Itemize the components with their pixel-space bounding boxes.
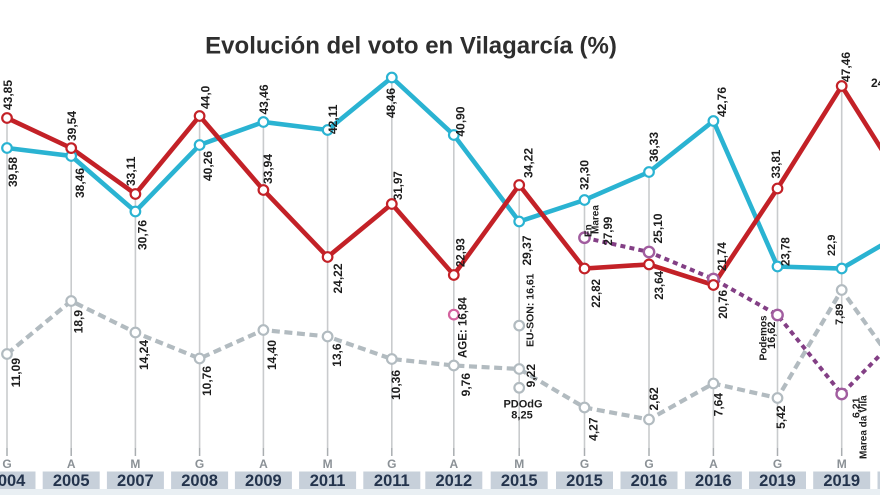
svg-text:40,26: 40,26 [201, 151, 215, 181]
svg-text:Marea: Marea [591, 205, 602, 234]
svg-text:30,76: 30,76 [136, 220, 150, 250]
svg-text:48,46: 48,46 [384, 88, 398, 118]
svg-text:G: G [195, 457, 204, 471]
svg-text:27,99: 27,99 [603, 217, 615, 246]
svg-text:44,0: 44,0 [199, 85, 213, 109]
svg-text:2009: 2009 [245, 472, 282, 490]
svg-text:6,21: 6,21 [851, 397, 863, 418]
svg-text:2005: 2005 [53, 472, 90, 490]
svg-text:2,62: 2,62 [647, 387, 661, 411]
svg-text:4,27: 4,27 [587, 417, 601, 441]
svg-text:25,10: 25,10 [651, 213, 665, 243]
svg-text:42,11: 42,11 [326, 104, 340, 134]
svg-text:22,9: 22,9 [826, 235, 838, 256]
svg-text:PDOdG: PDOdG [503, 399, 542, 411]
svg-text:24,22: 24,22 [331, 263, 345, 293]
svg-text:21,74: 21,74 [717, 242, 729, 271]
svg-text:39,54: 39,54 [65, 111, 79, 141]
svg-text:7,64: 7,64 [712, 393, 726, 417]
svg-text:2019: 2019 [759, 472, 796, 490]
svg-text:31,97: 31,97 [393, 171, 405, 200]
svg-text:40,90: 40,90 [453, 106, 467, 136]
svg-text:7,89: 7,89 [834, 304, 846, 325]
svg-text:2016: 2016 [631, 472, 668, 490]
svg-text:Evolución del voto en Vilagarc: Evolución del voto en Vilagarcía (%) [205, 33, 617, 60]
svg-text:G: G [773, 457, 782, 471]
svg-text:9,76: 9,76 [459, 373, 473, 397]
svg-text:29,37: 29,37 [520, 235, 534, 265]
svg-text:2007: 2007 [117, 472, 154, 490]
svg-text:43,46: 43,46 [257, 84, 271, 114]
svg-text:22,82: 22,82 [591, 279, 603, 308]
svg-text:M: M [130, 457, 140, 471]
svg-text:13,6: 13,6 [330, 343, 344, 367]
svg-text:2011: 2011 [310, 472, 346, 490]
svg-text:G: G [2, 457, 11, 471]
svg-text:2008: 2008 [181, 472, 218, 490]
svg-text:G: G [580, 457, 589, 471]
svg-text:24: 24 [871, 76, 880, 90]
svg-text:M: M [323, 457, 333, 471]
svg-text:47,46: 47,46 [839, 52, 853, 82]
svg-text:36,33: 36,33 [647, 132, 661, 162]
svg-text:A: A [259, 457, 268, 471]
svg-text:10,36: 10,36 [389, 370, 403, 400]
svg-text:22,93: 22,93 [456, 238, 468, 267]
svg-text:A: A [67, 457, 76, 471]
svg-text:A: A [709, 457, 718, 471]
svg-text:16,62: 16,62 [766, 321, 778, 349]
svg-text:23,64: 23,64 [654, 270, 666, 299]
svg-text:14,40: 14,40 [265, 340, 279, 370]
svg-text:2012: 2012 [435, 472, 472, 490]
svg-text:Podemos: Podemos [759, 315, 770, 360]
svg-text:34,22: 34,22 [522, 148, 536, 178]
svg-text:10,76: 10,76 [200, 366, 214, 396]
svg-text:2015: 2015 [501, 472, 538, 490]
svg-text:18,9: 18,9 [72, 310, 86, 334]
svg-text:38,46: 38,46 [73, 168, 87, 198]
svg-text:A: A [449, 457, 458, 471]
svg-text:G: G [387, 457, 396, 471]
svg-text:2004: 2004 [0, 472, 26, 490]
svg-text:33,81: 33,81 [771, 149, 783, 178]
svg-text:En: En [584, 224, 595, 237]
svg-text:42,76: 42,76 [715, 87, 729, 117]
svg-text:23,78: 23,78 [781, 237, 793, 266]
svg-text:39,58: 39,58 [6, 157, 20, 187]
svg-text:2015: 2015 [566, 472, 603, 490]
svg-text:AGE: 16,84: AGE: 16,84 [458, 297, 470, 358]
svg-text:14,24: 14,24 [137, 340, 151, 370]
svg-text:11,09: 11,09 [9, 358, 23, 388]
svg-text:2011: 2011 [374, 472, 410, 490]
svg-text:EU-SON: 16,61: EU-SON: 16,61 [525, 273, 537, 347]
svg-text:2019: 2019 [823, 472, 860, 490]
svg-text:2016: 2016 [695, 472, 732, 490]
svg-text:M: M [514, 457, 524, 471]
svg-text:33,94: 33,94 [261, 154, 275, 184]
svg-text:8,25: 8,25 [511, 410, 532, 422]
svg-text:M: M [837, 457, 847, 471]
svg-text:43,85: 43,85 [1, 80, 15, 110]
svg-text:Marea da Vila: Marea da Vila [859, 395, 870, 459]
svg-text:32,30: 32,30 [578, 160, 592, 190]
svg-text:9,22: 9,22 [524, 364, 538, 388]
svg-text:20,76: 20,76 [718, 290, 730, 319]
svg-text:33,11: 33,11 [124, 156, 138, 186]
svg-text:G: G [644, 457, 653, 471]
svg-text:5,42: 5,42 [774, 405, 788, 429]
